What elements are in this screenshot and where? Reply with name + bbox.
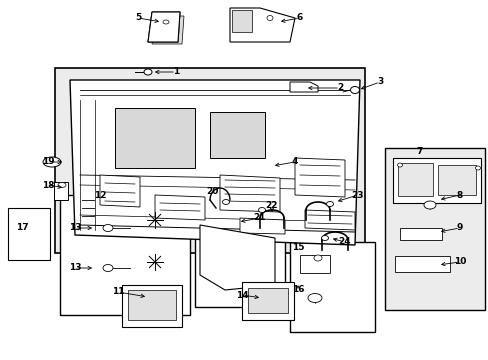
Polygon shape [220,175,280,212]
Ellipse shape [258,207,265,212]
Text: 16: 16 [291,285,304,294]
Text: 23: 23 [351,190,364,199]
Text: 19: 19 [41,158,54,166]
Text: 14: 14 [235,291,248,300]
Polygon shape [155,195,204,220]
Bar [195,192,285,307]
Ellipse shape [350,86,359,94]
Bar [397,163,432,196]
Text: 21: 21 [253,213,265,222]
Ellipse shape [307,293,321,302]
Ellipse shape [58,183,66,188]
Bar [394,256,449,272]
Bar [299,255,329,273]
Polygon shape [148,12,180,42]
Polygon shape [294,158,345,197]
Ellipse shape [103,225,113,231]
Bar [437,165,475,195]
Bar [60,195,190,315]
Ellipse shape [143,69,152,75]
Text: 7: 7 [416,148,422,157]
Text: 4: 4 [291,158,298,166]
Text: 6: 6 [296,13,303,22]
Ellipse shape [423,201,435,209]
Ellipse shape [43,157,61,167]
Polygon shape [148,12,180,42]
Polygon shape [240,218,285,234]
Text: 1: 1 [173,68,179,77]
Polygon shape [100,175,140,207]
Polygon shape [305,210,354,230]
Text: 13: 13 [69,224,81,233]
Text: 20: 20 [205,188,218,197]
Text: 22: 22 [265,201,278,210]
Bar [247,288,287,313]
Bar [8,208,50,260]
Text: 12: 12 [94,190,106,199]
Ellipse shape [103,265,113,271]
Bar [55,68,364,253]
Text: 3: 3 [376,77,382,86]
Ellipse shape [326,202,333,207]
Text: 11: 11 [112,288,124,297]
Polygon shape [229,8,294,42]
Ellipse shape [321,235,328,240]
Bar [122,285,182,327]
Polygon shape [231,10,251,32]
Bar [289,242,374,332]
Ellipse shape [266,15,272,21]
Polygon shape [200,225,274,290]
Polygon shape [209,112,264,158]
Ellipse shape [313,255,321,261]
Text: 15: 15 [291,243,304,252]
Polygon shape [152,16,183,44]
Bar [54,182,68,200]
Text: 24: 24 [338,238,350,247]
Bar [242,282,293,320]
Text: 18: 18 [41,180,54,189]
Text: 10: 10 [453,257,465,266]
Bar [128,290,176,320]
Text: 17: 17 [16,224,28,233]
Ellipse shape [222,199,229,204]
Ellipse shape [163,20,169,24]
Bar [399,228,441,240]
Bar [384,148,484,310]
Ellipse shape [397,163,402,167]
Text: 8: 8 [456,190,462,199]
Ellipse shape [474,166,480,170]
Bar [392,158,480,203]
Text: 13: 13 [69,264,81,273]
Text: 9: 9 [456,224,462,233]
Polygon shape [289,82,317,92]
Polygon shape [115,108,195,168]
Text: 5: 5 [135,13,141,22]
Text: 2: 2 [336,84,343,93]
Polygon shape [70,80,359,245]
